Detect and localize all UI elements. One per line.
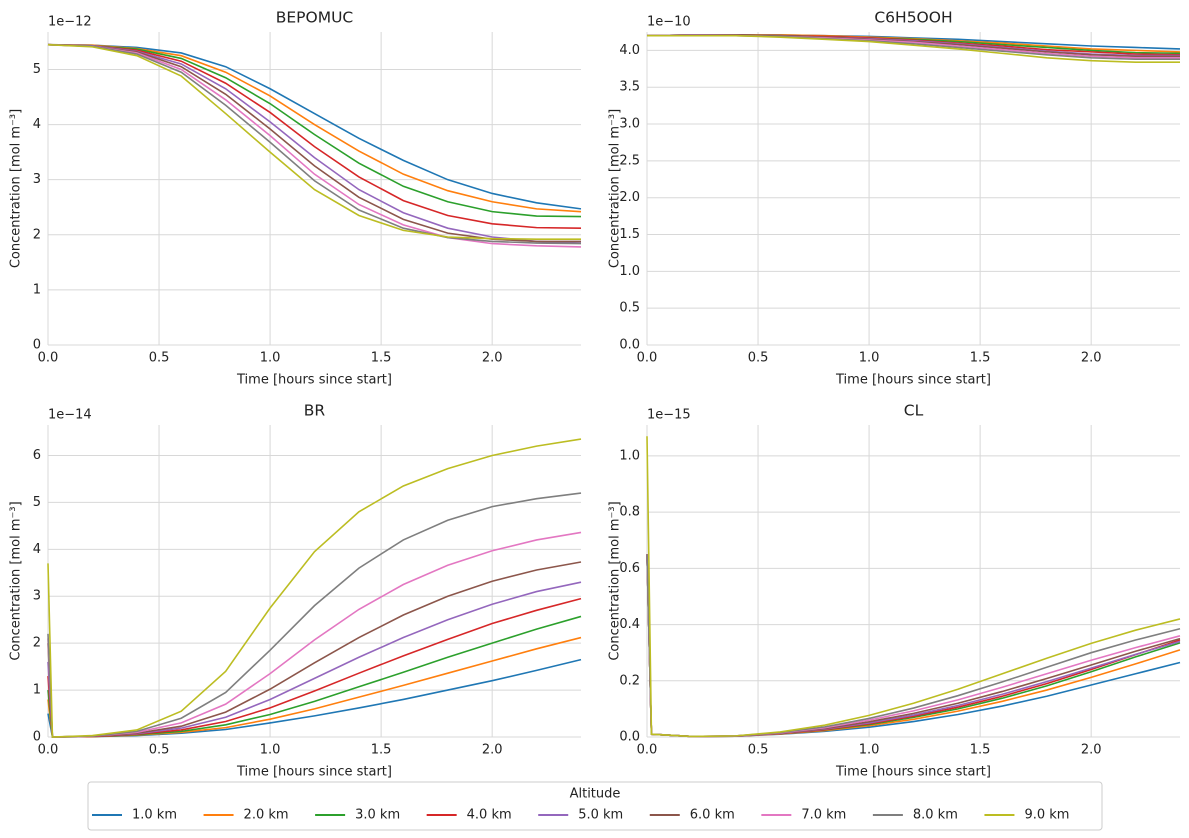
x-tick-label: 2.0	[482, 743, 503, 758]
x-tick-label: 1.0	[260, 743, 281, 758]
series-line	[646, 554, 1181, 738]
y-tick-label: 6	[33, 448, 41, 463]
series-line	[47, 615, 582, 738]
y-axis-label: Concentration [mol m⁻³]	[9, 501, 24, 660]
subplot-title: CL	[904, 402, 924, 420]
legend-title: Altitude	[570, 787, 621, 802]
legend-label: 1.0 km	[132, 808, 177, 823]
x-tick-label: 0.5	[149, 351, 170, 366]
x-axis-label: Time [hours since start]	[236, 373, 392, 388]
y-tick-label: 0.6	[619, 561, 640, 576]
series-line	[47, 43, 582, 245]
series-line	[646, 554, 1181, 738]
series-line	[646, 554, 1181, 738]
y-tick-label: 2	[33, 227, 41, 242]
legend-label: 7.0 km	[801, 808, 846, 823]
legend-label: 4.0 km	[467, 808, 512, 823]
series-line	[47, 43, 582, 210]
y-tick-label: 0.0	[619, 730, 640, 745]
y-tick-label: 1.5	[619, 227, 640, 242]
subplot-title: C6H5OOH	[874, 9, 952, 27]
y-tick-label: 0.0	[619, 338, 640, 353]
y-tick-label: 4	[33, 117, 41, 132]
x-tick-label: 2.0	[1081, 743, 1102, 758]
series-line	[646, 554, 1181, 738]
y-tick-label: 1.0	[619, 264, 640, 279]
series-line	[47, 531, 582, 738]
y-tick-label: 4	[33, 542, 41, 557]
y-tick-label: 5	[33, 495, 41, 510]
y-tick-label: 0.4	[619, 617, 640, 632]
x-axis-label: Time [hours since start]	[835, 765, 991, 780]
legend-box	[87, 781, 1103, 831]
y-tick-label: 1.0	[619, 448, 640, 463]
y-tick-label: 5	[33, 62, 41, 77]
offset-label: 1e−10	[647, 15, 691, 30]
series-line	[646, 554, 1181, 738]
series-line	[47, 43, 581, 240]
x-tick-label: 0.0	[38, 743, 59, 758]
subplot-title: BEPOMUC	[276, 9, 354, 27]
y-tick-label: 1	[33, 282, 41, 297]
y-tick-label: 3.5	[619, 80, 640, 95]
offset-label: 1e−12	[48, 15, 92, 30]
x-tick-label: 1.0	[260, 351, 281, 366]
series-line	[646, 554, 1181, 738]
y-axis-label: Concentration [mol m⁻³]	[9, 109, 24, 268]
x-tick-label: 1.0	[859, 743, 880, 758]
y-tick-label: 0.8	[619, 505, 640, 520]
y-tick-label: 0	[33, 730, 41, 745]
legend-label: 8.0 km	[913, 808, 958, 823]
series-line	[47, 492, 582, 738]
y-axis-label: Concentration [mol m⁻³]	[608, 501, 623, 660]
x-tick-label: 1.5	[371, 351, 392, 366]
x-axis-label: Time [hours since start]	[236, 765, 392, 780]
y-tick-label: 4.0	[619, 43, 640, 58]
series-line	[47, 438, 582, 738]
series-line	[646, 554, 1181, 738]
x-tick-label: 2.0	[1081, 351, 1102, 366]
x-tick-label: 0.0	[637, 743, 658, 758]
offset-label: 1e−15	[647, 408, 691, 423]
legend-label: 9.0 km	[1024, 808, 1069, 823]
y-axis-label: Concentration [mol m⁻³]	[608, 109, 623, 268]
legend-label: 6.0 km	[690, 808, 735, 823]
series-line	[47, 43, 582, 248]
series-line	[47, 43, 582, 229]
x-tick-label: 0.5	[748, 743, 769, 758]
y-tick-label: 0	[33, 338, 41, 353]
y-tick-label: 2	[33, 636, 41, 651]
series-line	[47, 658, 582, 738]
legend-label: 5.0 km	[578, 808, 623, 823]
y-tick-label: 3.0	[619, 117, 640, 132]
series-line	[47, 561, 582, 738]
y-tick-label: 0.5	[619, 301, 640, 316]
legend-label: 2.0 km	[244, 808, 289, 823]
legend-label: 3.0 km	[355, 808, 400, 823]
series-line	[647, 34, 1180, 63]
x-axis-label: Time [hours since start]	[835, 373, 991, 388]
y-tick-label: 3	[33, 589, 41, 604]
series-line	[646, 554, 1181, 738]
x-tick-label: 1.0	[859, 351, 880, 366]
x-tick-label: 0.0	[637, 351, 658, 366]
y-tick-label: 0.2	[619, 673, 640, 688]
x-tick-label: 1.5	[371, 743, 392, 758]
x-tick-label: 0.5	[149, 743, 170, 758]
x-tick-label: 2.0	[482, 351, 503, 366]
y-tick-label: 2.5	[619, 153, 640, 168]
x-tick-label: 0.0	[38, 351, 59, 366]
x-tick-label: 0.5	[748, 351, 769, 366]
subplot-title: BR	[304, 402, 326, 420]
series-line	[646, 436, 1181, 738]
x-tick-label: 1.5	[970, 743, 991, 758]
x-tick-label: 1.5	[970, 351, 991, 366]
offset-label: 1e−14	[48, 408, 92, 423]
y-tick-label: 2.0	[619, 190, 640, 205]
y-tick-label: 1	[33, 683, 41, 698]
series-line	[47, 636, 582, 738]
series-line	[47, 43, 582, 218]
y-tick-label: 3	[33, 172, 41, 187]
